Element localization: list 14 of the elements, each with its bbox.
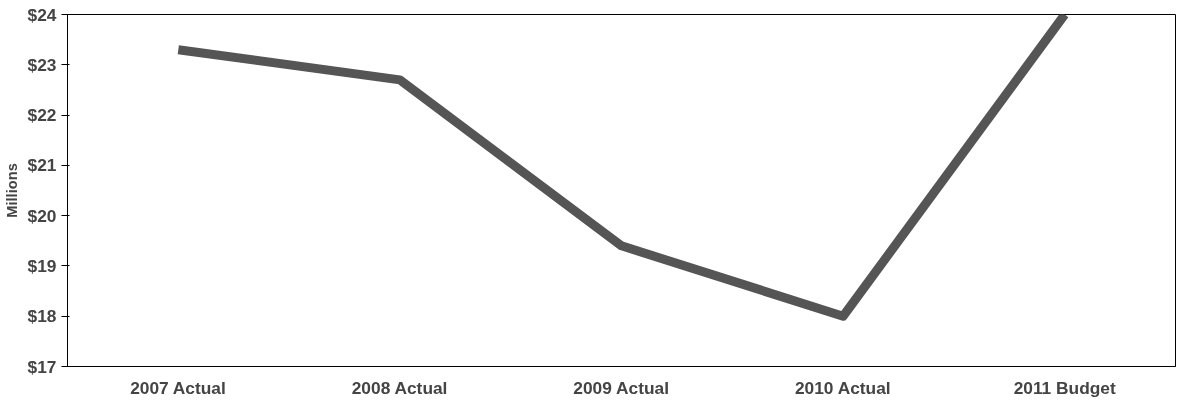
y-tick-label: $24 <box>27 4 57 25</box>
y-axis-title: Millions <box>3 163 20 218</box>
y-tick-label: $22 <box>27 105 57 126</box>
x-tick-label: 2011 Budget <box>1013 377 1116 398</box>
y-tick-label: $18 <box>27 306 57 327</box>
y-tick-label: $19 <box>27 255 57 276</box>
x-tick-label: 2008 Actual <box>351 377 448 398</box>
x-tick-label: 2007 Actual <box>130 377 226 398</box>
y-tick-label: $17 <box>27 356 57 377</box>
y-tick-label: $20 <box>27 205 57 226</box>
y-tick-label: $21 <box>27 155 57 176</box>
y-tick-label: $23 <box>27 54 57 75</box>
x-tick-label: 2010 Actual <box>794 377 891 398</box>
x-tick-label: 2009 Actual <box>573 377 670 398</box>
